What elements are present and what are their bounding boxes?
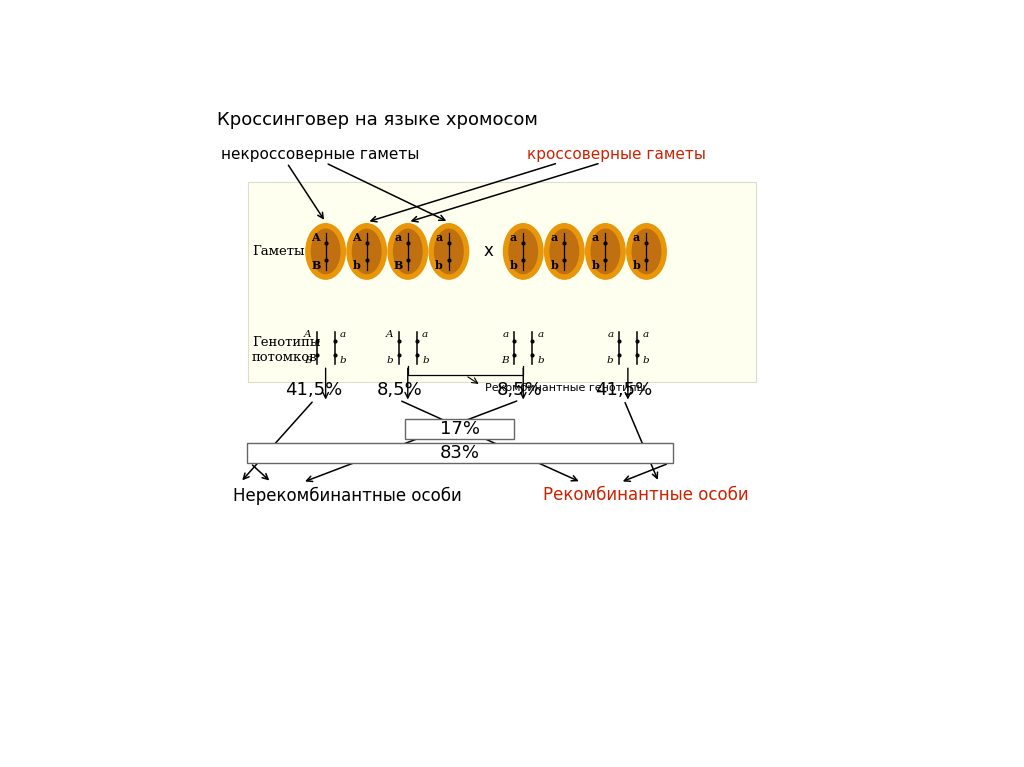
Ellipse shape <box>504 224 543 279</box>
Text: Рекомбинантные генотипы: Рекомбинантные генотипы <box>485 383 645 393</box>
Text: Генотипы
потомков: Генотипы потомков <box>252 336 321 364</box>
Text: b: b <box>353 260 360 272</box>
Text: b: b <box>592 260 599 272</box>
Text: a: a <box>340 330 346 339</box>
Text: b: b <box>607 356 613 365</box>
Text: b: b <box>551 260 558 272</box>
Text: a: a <box>607 330 613 339</box>
Text: a: a <box>510 232 517 242</box>
Text: Нерекомбинантные особи: Нерекомбинантные особи <box>232 486 462 505</box>
Text: x: x <box>483 242 494 261</box>
Text: A: A <box>311 232 321 242</box>
Text: 83%: 83% <box>439 444 479 463</box>
Ellipse shape <box>509 229 538 274</box>
Text: a: a <box>551 232 558 242</box>
Text: A: A <box>386 330 393 339</box>
Text: a: a <box>642 330 648 339</box>
Ellipse shape <box>429 224 469 279</box>
Ellipse shape <box>627 224 667 279</box>
Text: b: b <box>642 356 649 365</box>
Text: a: a <box>633 232 640 242</box>
Text: B: B <box>304 356 311 365</box>
Text: a: a <box>422 330 428 339</box>
Text: b: b <box>538 356 544 365</box>
Ellipse shape <box>347 224 386 279</box>
Text: b: b <box>633 260 641 272</box>
Text: 41,5%: 41,5% <box>595 380 652 399</box>
Text: Гаметы: Гаметы <box>252 245 304 258</box>
Text: A: A <box>352 232 361 242</box>
Text: b: b <box>340 356 346 365</box>
Text: 41,5%: 41,5% <box>286 380 343 399</box>
Text: a: a <box>435 232 442 242</box>
Ellipse shape <box>352 229 381 274</box>
Text: a: a <box>394 232 401 242</box>
Text: b: b <box>387 356 393 365</box>
Ellipse shape <box>632 229 660 274</box>
Text: b: b <box>435 260 443 272</box>
Text: некроссоверные гаметы: некроссоверные гаметы <box>221 147 420 163</box>
Text: A: A <box>304 330 311 339</box>
Text: b: b <box>422 356 429 365</box>
Ellipse shape <box>388 224 428 279</box>
Text: a: a <box>503 330 509 339</box>
Ellipse shape <box>545 224 584 279</box>
FancyBboxPatch shape <box>248 182 756 382</box>
Text: 17%: 17% <box>439 420 479 437</box>
Ellipse shape <box>586 224 626 279</box>
Text: Кроссинговер на языке хромосом: Кроссинговер на языке хромосом <box>217 111 538 130</box>
Ellipse shape <box>306 224 345 279</box>
Text: B: B <box>502 356 509 365</box>
Ellipse shape <box>311 229 340 274</box>
Ellipse shape <box>434 229 463 274</box>
Text: a: a <box>538 330 544 339</box>
FancyBboxPatch shape <box>406 419 514 439</box>
Text: 8,5%: 8,5% <box>497 380 543 399</box>
Ellipse shape <box>393 229 422 274</box>
Text: 8,5%: 8,5% <box>377 380 422 399</box>
Text: Рекомбинантные особи: Рекомбинантные особи <box>543 486 749 504</box>
Ellipse shape <box>550 229 579 274</box>
FancyBboxPatch shape <box>247 443 673 463</box>
Text: b: b <box>509 260 517 272</box>
Text: B: B <box>311 260 321 272</box>
Text: a: a <box>592 232 599 242</box>
Ellipse shape <box>591 229 620 274</box>
Text: кроссоверные гаметы: кроссоверные гаметы <box>527 147 706 163</box>
Text: B: B <box>393 260 402 272</box>
